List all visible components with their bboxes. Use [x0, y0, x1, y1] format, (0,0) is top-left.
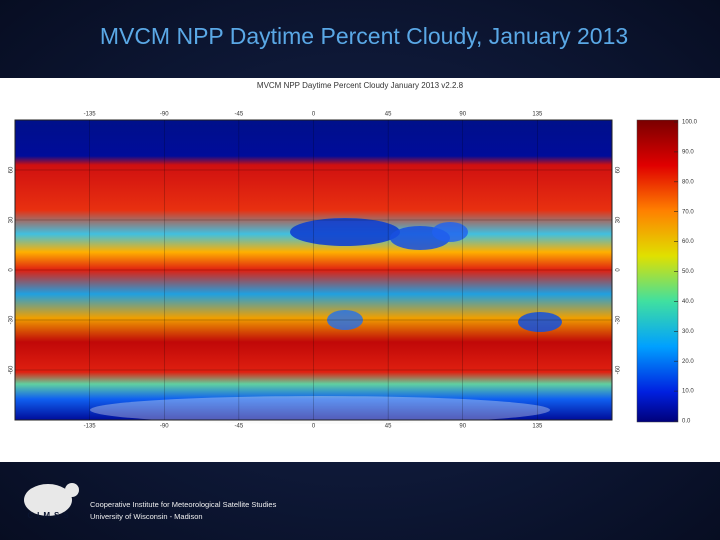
colorbar: [636, 119, 679, 423]
lat-tick-label: 60: [9, 166, 15, 173]
colorbar-tick-label: 70.0: [682, 209, 694, 215]
lat-tick-label: -30: [9, 315, 15, 324]
lon-tick-label: -90: [160, 424, 169, 430]
cloud-feature: [290, 218, 400, 246]
lon-tick-label: 0: [312, 112, 316, 118]
lon-tick-label: 0: [312, 424, 316, 430]
lat-tick-label: 0: [9, 268, 15, 272]
lat-tick-label: 60: [616, 166, 622, 173]
lon-tick-label: 135: [532, 424, 543, 430]
lat-tick-label: 30: [616, 216, 622, 223]
lat-tick-label: -60: [616, 365, 622, 374]
lon-tick-label: 135: [532, 112, 543, 118]
colorbar-tick-label: 0.0: [682, 419, 691, 425]
lon-tick-label: 90: [459, 424, 466, 430]
lon-tick-label: -45: [235, 112, 244, 118]
lon-tick-label: -45: [235, 424, 244, 430]
cloud-feature: [90, 396, 550, 424]
lat-tick-label: -60: [9, 365, 15, 374]
footer-line: Cooperative Institute for Meteorological…: [90, 500, 277, 509]
colorbar-tick-label: 20.0: [682, 359, 694, 365]
logo-text: CIMSS: [27, 511, 72, 520]
slide-title: MVCM NPP Daytime Percent Cloudy, January…: [100, 23, 628, 49]
lon-tick-label: -135: [84, 112, 97, 118]
figure-title: MVCM NPP Daytime Percent Cloudy January …: [257, 81, 464, 90]
lon-tick-label: 45: [385, 112, 392, 118]
lat-tick-label: -30: [616, 315, 622, 324]
cloud-feature: [518, 312, 562, 332]
colorbar-tick-label: 60.0: [682, 239, 694, 245]
colorbar-tick-label: 40.0: [682, 299, 694, 305]
lon-tick-label: 45: [385, 424, 392, 430]
logo-shape: [65, 483, 79, 497]
lon-tick-label: 90: [459, 112, 466, 118]
lon-tick-label: -90: [160, 112, 169, 118]
lat-tick-label: 0: [616, 268, 622, 272]
lat-tick-label: 30: [9, 216, 15, 223]
lon-tick-label: -135: [84, 424, 97, 430]
colorbar-tick-label: 30.0: [682, 329, 694, 335]
footer-line: University of Wisconsin - Madison: [90, 512, 203, 521]
logo-shape: [24, 484, 72, 516]
colorbar-tick-label: 100.0: [682, 120, 698, 126]
colorbar-tick-label: 50.0: [682, 269, 694, 275]
colorbar-tick-label: 10.0: [682, 389, 694, 395]
cloud-feature: [432, 222, 468, 242]
colorbar-tick-label: 80.0: [682, 179, 694, 185]
logo: CIMSS: [24, 483, 79, 520]
colorbar-tick-label: 90.0: [682, 149, 694, 155]
